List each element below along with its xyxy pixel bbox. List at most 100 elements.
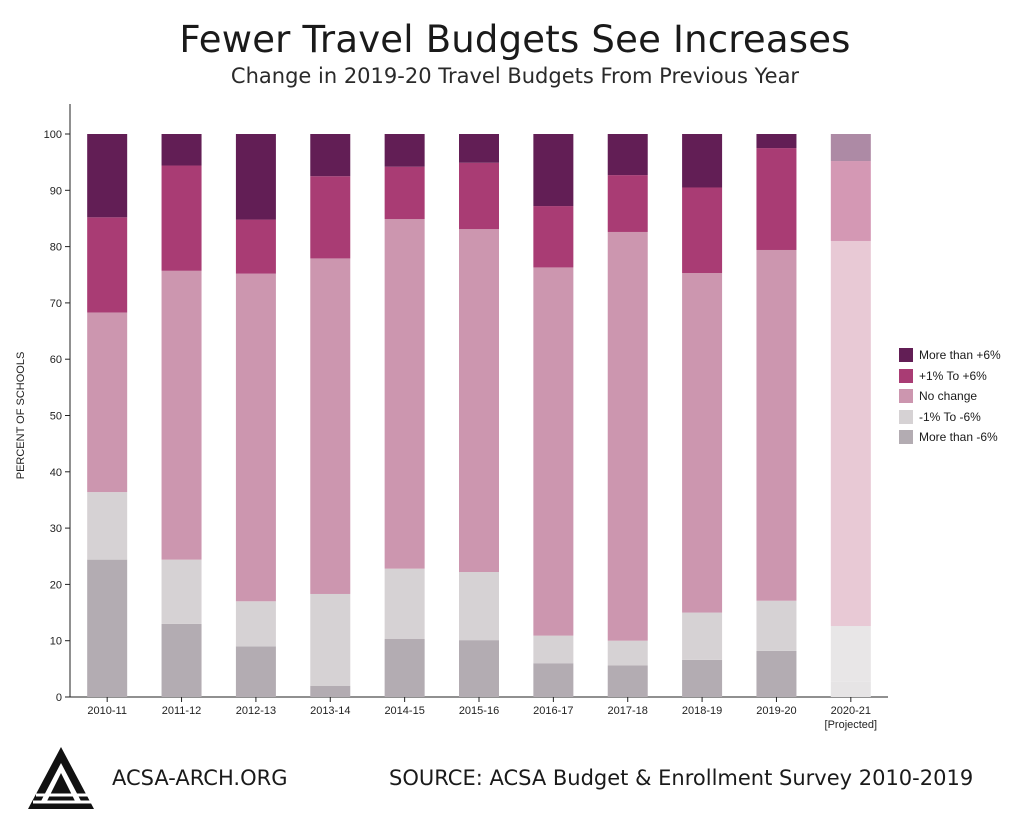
x-tick-label: 2018-19 [682,705,722,717]
bar-segment [682,134,723,188]
bar-segment [682,612,723,660]
legend-item: More than +6% [899,345,1001,366]
y-tick-label: 20 [50,579,62,591]
bar-segment [161,165,202,271]
x-tick-label: 2017-18 [608,705,648,717]
bar-segment [87,312,128,493]
bar-segment [235,219,276,274]
bar-segment [87,492,128,560]
x-tick-label: 2011-12 [162,705,202,717]
chart-legend: More than +6% +1% To +6% No change -1% To -… [899,345,1001,448]
y-tick-label: 70 [50,298,62,310]
bar-segment [607,665,648,697]
x-tick-label: 2013-14 [310,705,350,717]
bar-segment [756,600,797,651]
x-tick-label: 2020-21 [831,705,871,717]
x-tick-label: 2015-16 [459,705,499,717]
y-tick-label: 60 [50,354,62,366]
bar-segment [384,219,425,569]
bar-segment [459,134,499,163]
bar-segment [830,161,871,241]
bar-segment [756,249,797,601]
x-tick-label: 2016-17 [533,705,573,717]
bar-segment [533,635,574,664]
y-tick-label: 80 [50,242,62,254]
bar-segment [310,593,351,686]
x-tick-label: 2010-11 [87,705,127,717]
y-tick-label: 0 [56,692,62,704]
bar-segment [830,681,871,697]
legend-swatch [899,389,913,404]
footer-site-link[interactable]: ACSA-ARCH.ORG [112,766,288,790]
legend-item: More than -6% [899,427,1001,448]
legend-label: +1% To +6% [919,368,987,383]
bar-segment [310,685,351,697]
chart-subtitle: Change in 2019-20 Travel Budgets From Pr… [230,64,800,88]
x-tick-label: 2012-13 [236,705,276,717]
bar-segment [235,134,276,220]
bar-segment [682,187,723,274]
bar-segment [607,175,648,232]
bar-segment [682,273,723,613]
x-tick-label: 2014-15 [384,705,424,717]
bar-segment [310,134,351,177]
bar-segment [459,640,499,697]
bar-segment [533,134,574,207]
legend-swatch [899,430,913,445]
legend-item: +1% To +6% [899,366,1001,387]
legend-swatch [899,409,913,424]
y-tick-label: 30 [50,523,62,535]
y-tick-label: 10 [50,636,62,648]
bar-segment [161,270,202,560]
bar-segment [830,626,871,682]
bar-segment [533,663,574,697]
bar-segment [459,162,499,230]
bar-segment [533,206,574,268]
footer-source-note: SOURCE: ACSA Budget & Enrollment Survey … [389,766,974,790]
bar-segment [830,134,871,162]
bar-segment [310,176,351,259]
y-axis-label: PERCENT OF SCHOOLS [15,352,27,480]
chart-title: Fewer Travel Budgets See Increases [179,18,851,61]
bar-segment [235,646,276,697]
legend-label: -1% To -6% [919,409,981,424]
bar-segment [607,640,648,666]
legend-label: No change [919,389,978,404]
bar-segment [830,240,871,627]
bar-segment [87,559,128,697]
x-tick-label: 2019-20 [756,705,796,717]
bar-segment [161,623,202,697]
bar-segment [756,650,797,697]
stacked-bar-chart: 0 10 20 30 40 50 60 70 80 90 100 PERCENT OF SCHOOLS… [15,104,888,731]
bar-segment [384,134,425,167]
bar-segment [161,134,202,166]
bar-segment [384,639,425,697]
legend-swatch [899,368,913,383]
legend-item: No change [899,386,1001,407]
bar-segment [161,559,202,624]
acsa-logo-icon [28,747,94,809]
bar-segment [384,568,425,640]
bar-segment [235,273,276,602]
legend-swatch [899,348,913,363]
bar-segment [87,217,128,313]
y-tick-label: 100 [44,129,62,141]
bar-segment [87,134,128,218]
bar-segment [607,134,648,176]
bar-segment [310,258,351,594]
bar-segment [682,659,723,697]
y-tick-label: 90 [50,185,62,197]
bar-segment [756,148,797,250]
bar-segment [756,134,797,149]
bar-segment [235,601,276,647]
bar-segment [607,231,648,641]
y-tick-label: 40 [50,467,62,479]
legend-item: -1% To -6% [899,407,1001,428]
legend-label: More than +6% [919,348,1001,363]
bar-segment [384,166,425,220]
x-tick-note: [Projected] [825,719,878,731]
bar-segment [533,267,574,636]
y-tick-label: 50 [50,411,62,423]
legend-label: More than -6% [919,430,998,445]
bar-segment [459,572,499,641]
